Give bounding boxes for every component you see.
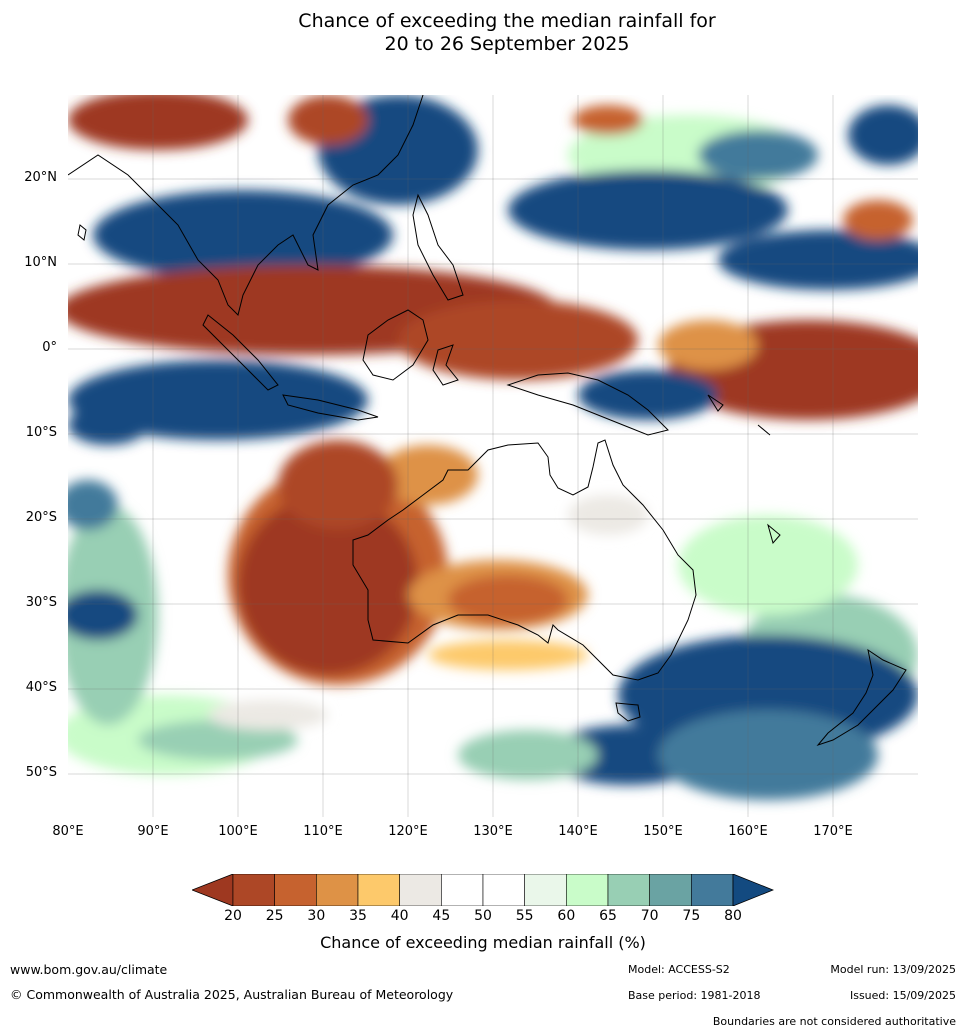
colorbar-cell xyxy=(232,874,275,906)
base-period: Base period: 1981-2018 xyxy=(628,989,761,1002)
lat-label-30s: 30°S xyxy=(25,595,57,610)
graticule xyxy=(68,95,918,817)
colorbar-cell xyxy=(607,874,650,906)
lon-label-130e: 130°E xyxy=(473,824,513,839)
colorbar-cell xyxy=(274,874,317,906)
colorbar-tick-label: 35 xyxy=(349,908,367,924)
pacific-islands-coastline xyxy=(707,394,781,545)
colorbar-label: Chance of exceeding median rainfall (%) xyxy=(320,933,646,952)
lat-label-20n: 20°N xyxy=(24,170,57,185)
australia-coastline xyxy=(352,439,697,681)
colorbar-tick-label: 55 xyxy=(515,908,534,924)
rainfall-probability-map xyxy=(68,95,918,817)
colorbar-low-extend-arrow xyxy=(192,874,234,906)
tasmania-coastline xyxy=(615,702,641,722)
lat-label-20s: 20°S xyxy=(25,510,57,525)
colorbar-tick-label: 25 xyxy=(265,908,284,924)
borneo-coastline xyxy=(362,309,429,381)
colorbar-tick-label: 75 xyxy=(682,908,701,924)
lon-label-80e: 80°E xyxy=(52,824,84,839)
colorbar-tick-label: 40 xyxy=(390,908,409,924)
asia-mainland-coastline xyxy=(68,95,424,316)
model-run-date: Model run: 13/09/2025 xyxy=(830,963,956,976)
lon-label-120e: 120°E xyxy=(388,824,428,839)
colorbar-tick-label: 65 xyxy=(599,908,617,924)
colorbar-tick-label: 30 xyxy=(307,908,326,924)
new-zealand-coastline xyxy=(816,648,907,747)
colorbar-cell xyxy=(566,874,609,906)
colorbar-tick-label: 50 xyxy=(474,908,492,924)
java-coastline xyxy=(282,394,379,421)
colorbar-cell xyxy=(482,874,525,906)
coastlines xyxy=(68,95,907,747)
boundaries-disclaimer: Boundaries are not considered authoritat… xyxy=(712,1015,956,1028)
lon-label-90e: 90°E xyxy=(137,824,169,839)
colorbar-cell xyxy=(524,874,567,906)
lat-label-50s: 50°S xyxy=(25,765,57,780)
lon-label-140e: 140°E xyxy=(558,824,598,839)
lat-label-10s: 10°S xyxy=(25,425,57,440)
lat-label-10n: 10°N xyxy=(24,255,57,270)
lon-label-110e: 110°E xyxy=(303,824,343,839)
colorbar-tick-label: 80 xyxy=(724,908,742,924)
colorbar xyxy=(192,874,774,906)
colorbar-cell xyxy=(357,874,400,906)
issued-date: Issued: 15/09/2025 xyxy=(849,989,956,1002)
map-title: Chance of exceeding the median rainfall … xyxy=(0,10,965,56)
lon-label-170e: 170°E xyxy=(813,824,853,839)
colorbar-tick-label: 45 xyxy=(432,908,451,924)
sumatra-coastline xyxy=(202,314,279,391)
colorbar-cell xyxy=(691,874,734,906)
colorbar-tick-label: 60 xyxy=(557,908,576,924)
colorbar-tick-label: 70 xyxy=(640,908,659,924)
lon-label-100e: 100°E xyxy=(218,824,258,839)
map-canvas xyxy=(68,95,918,817)
colorbar-cell xyxy=(316,874,359,906)
colorbar-tick-label: 20 xyxy=(224,908,242,924)
sri-lanka-coastline xyxy=(77,224,87,241)
colorbar-cell xyxy=(399,874,442,906)
new-guinea-coastline xyxy=(506,372,669,436)
copyright-text: © Commonwealth of Australia 2025, Austra… xyxy=(10,987,454,1002)
lon-label-150e: 150°E xyxy=(643,824,683,839)
colorbar-cell xyxy=(649,874,692,906)
philippines-coastline xyxy=(412,193,464,301)
website-link[interactable]: www.bom.gov.au/climate xyxy=(10,962,168,977)
lon-label-160e: 160°E xyxy=(728,824,768,839)
lat-label-40s: 40°S xyxy=(25,680,57,695)
title-line-2: 20 to 26 September 2025 xyxy=(384,33,630,55)
title-line-1: Chance of exceeding the median rainfall … xyxy=(298,10,716,32)
sulawesi-coastline xyxy=(432,344,459,386)
model-name: Model: ACCESS-S2 xyxy=(628,963,730,976)
colorbar-cells xyxy=(232,874,734,906)
colorbar-cell xyxy=(441,874,484,906)
colorbar-high-extend-arrow xyxy=(732,874,774,906)
lat-label-0: 0° xyxy=(42,340,57,355)
